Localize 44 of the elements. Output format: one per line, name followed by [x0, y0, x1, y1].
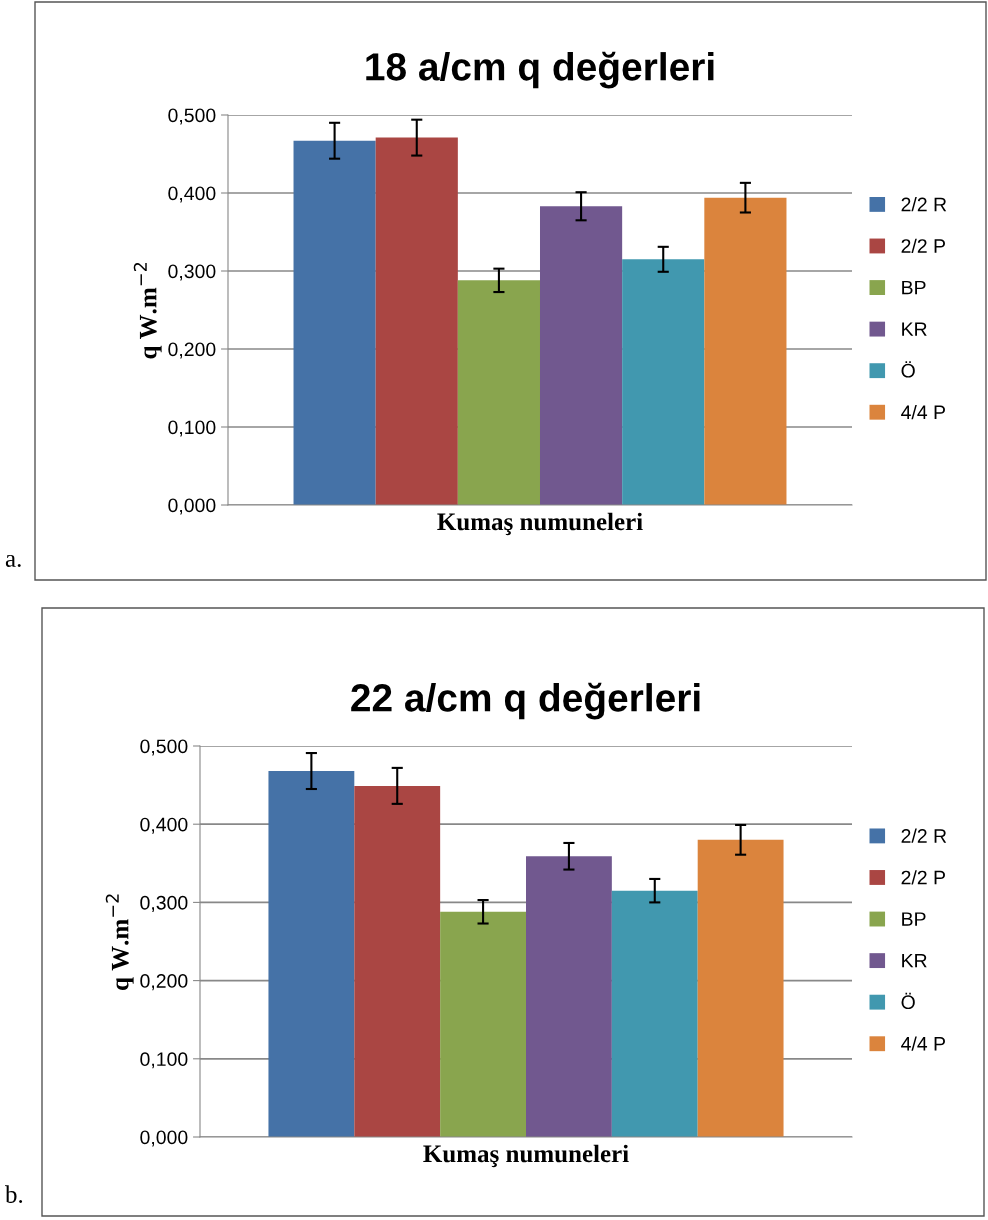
- bar: [540, 206, 623, 505]
- legend-label: KR: [902, 322, 927, 336]
- y-tick-label: 0,300: [168, 264, 216, 281]
- legend-label: BP: [902, 912, 926, 926]
- bar: [697, 839, 784, 1137]
- y-tick-label: 0,100: [140, 1052, 188, 1069]
- bar: [268, 771, 355, 1137]
- legend-label: Ö: [901, 361, 915, 378]
- legend-label: 4/4 P: [901, 404, 945, 420]
- legend-label: BP: [902, 280, 926, 295]
- legend-label: KR: [902, 953, 927, 968]
- text: a.: [5, 554, 21, 568]
- legend-label: Ö: [901, 992, 915, 1010]
- legend-label: 4/4 P: [901, 1036, 945, 1051]
- bar: [457, 280, 540, 505]
- y-tick-label: 0,300: [140, 895, 188, 912]
- bar: [354, 785, 441, 1137]
- y-tick-label: 0,000: [140, 1130, 188, 1147]
- x-axis-title: Kumaş numuneleri: [437, 512, 643, 536]
- bar: [704, 197, 787, 505]
- y-tick-label: 0,500: [168, 108, 216, 125]
- y-tick-label: 0,200: [140, 974, 188, 991]
- legend-label: 2/2 P: [901, 238, 945, 253]
- y-tick-label: 0,200: [168, 342, 216, 359]
- chart-title: 22 a/cm q değerleri: [351, 682, 700, 720]
- legend-label: 2/2 P: [901, 870, 945, 885]
- legend-label: 2/2 R: [901, 828, 947, 843]
- bar: [440, 911, 526, 1137]
- legend-label: 2/2 R: [901, 197, 947, 212]
- y-tick-label: 0,400: [168, 186, 216, 203]
- bar: [611, 890, 698, 1137]
- y-tick-label: 0,500: [140, 739, 188, 756]
- bar: [375, 137, 458, 505]
- x-axis-title: Kumaş numuneleri: [423, 1144, 629, 1168]
- chart-title: 18 a/cm q değerleri: [366, 51, 714, 89]
- text: b.: [5, 1185, 23, 1204]
- bar: [622, 259, 705, 505]
- y-axis-title: q W.m$^{−2}$: [105, 894, 134, 990]
- bar: [526, 856, 612, 1137]
- y-axis-title: q W.m$^{−2}$: [133, 262, 162, 359]
- y-tick-label: 0,400: [140, 817, 188, 834]
- y-tick-label: 0,000: [168, 498, 216, 515]
- bar: [293, 140, 376, 505]
- y-tick-label: 0,100: [168, 420, 216, 437]
